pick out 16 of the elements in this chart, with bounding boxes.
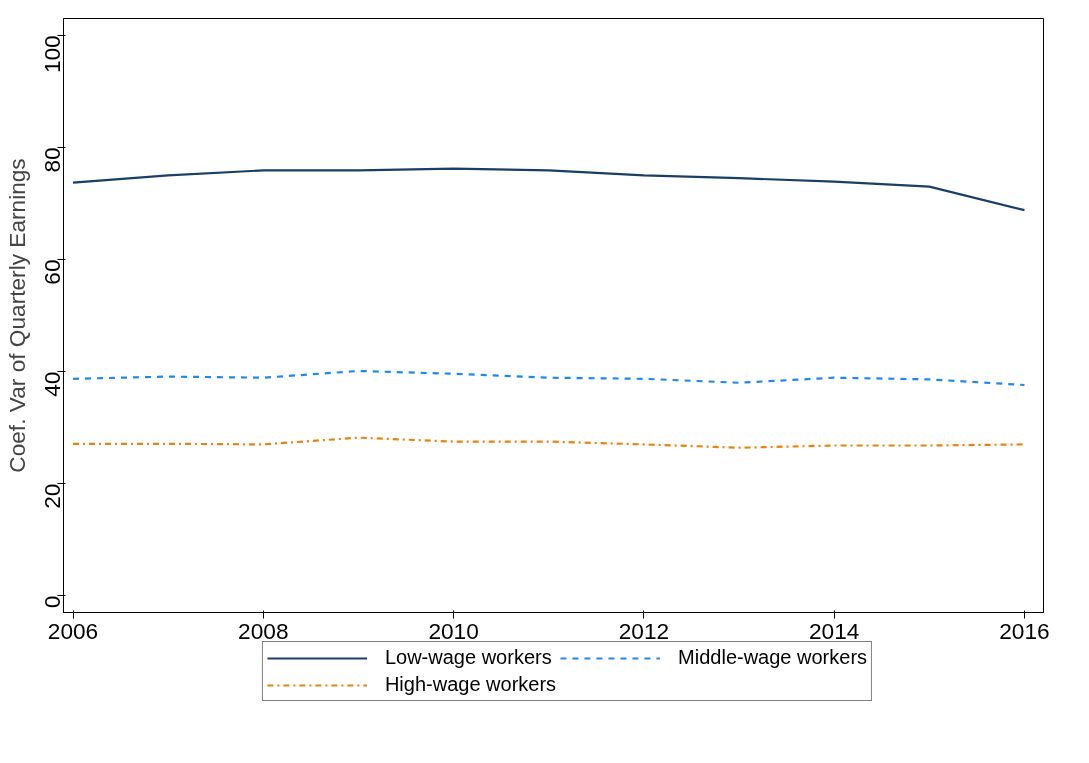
x-tick-label: 2012 xyxy=(618,617,670,644)
legend-label: Middle-wage workers xyxy=(678,646,868,669)
y-tick-label: 0 xyxy=(39,595,65,609)
x-tick-label: 2016 xyxy=(999,617,1050,644)
y-tick-label: 40 xyxy=(39,371,65,397)
y-tick-label: 80 xyxy=(39,147,65,173)
y-axis-title: Coef. Var of Quarterly Earnings xyxy=(3,158,30,473)
y-tick-label: 100 xyxy=(39,35,65,74)
legend-label: High-wage workers xyxy=(384,673,557,696)
legend-label: Low-wage workers xyxy=(384,646,552,669)
y-tick-label: 20 xyxy=(39,483,65,509)
x-tick-label: 2010 xyxy=(428,617,479,644)
x-tick-label: 2014 xyxy=(808,617,860,644)
x-tick-label: 2008 xyxy=(238,617,289,644)
x-tick-label: 2006 xyxy=(47,617,99,644)
y-tick-label: 60 xyxy=(39,259,65,285)
